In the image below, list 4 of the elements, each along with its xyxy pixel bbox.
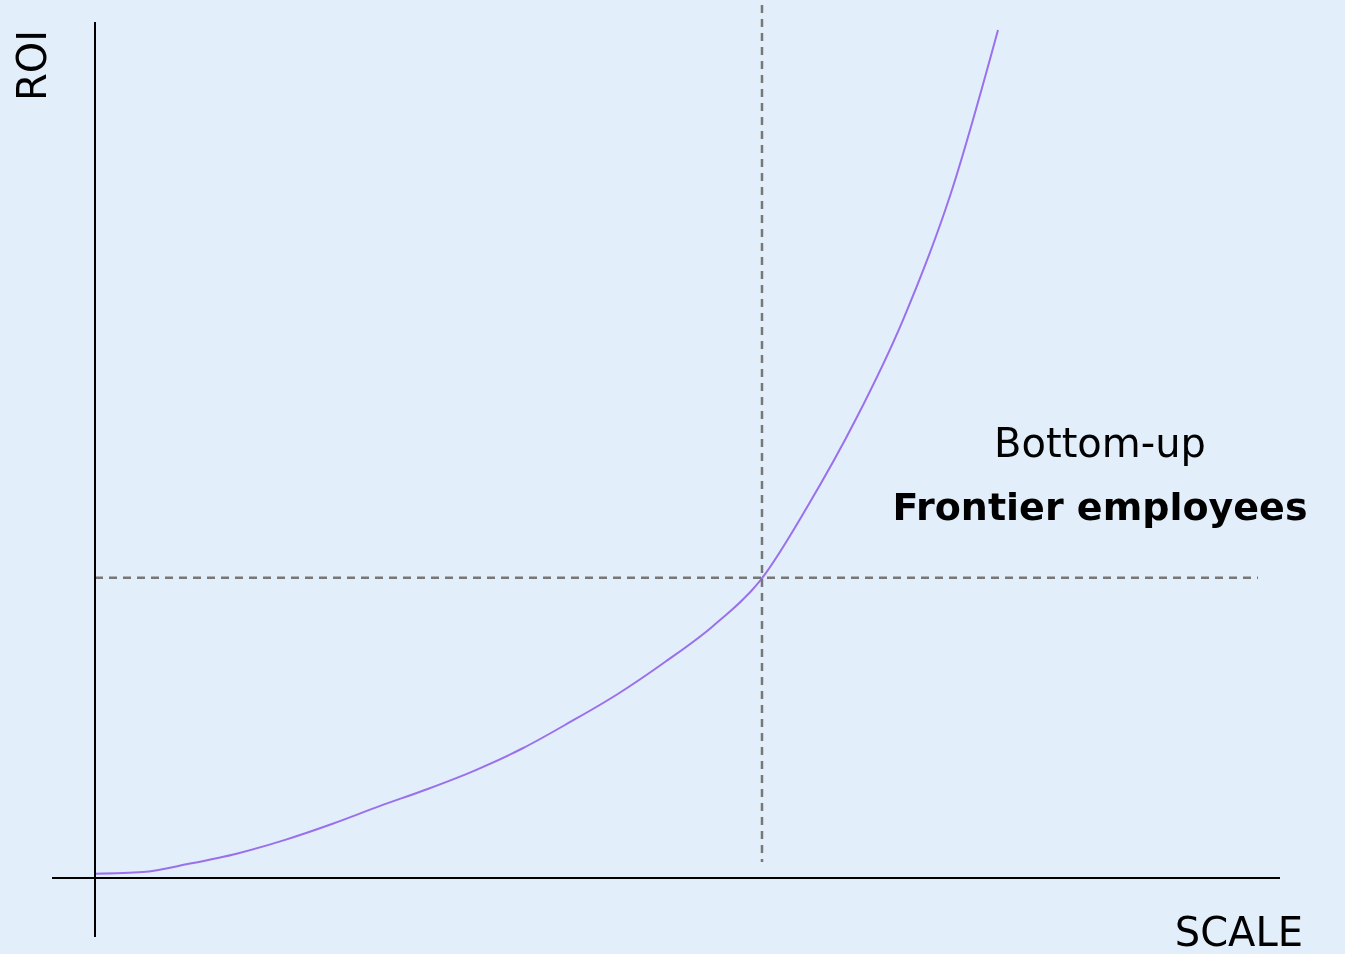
x-axis-title: SCALE [1174,909,1303,954]
annotation: Frontier employees [892,485,1308,529]
y-axis-title: ROI [9,30,55,102]
annotation: Bottom-up [994,420,1206,466]
